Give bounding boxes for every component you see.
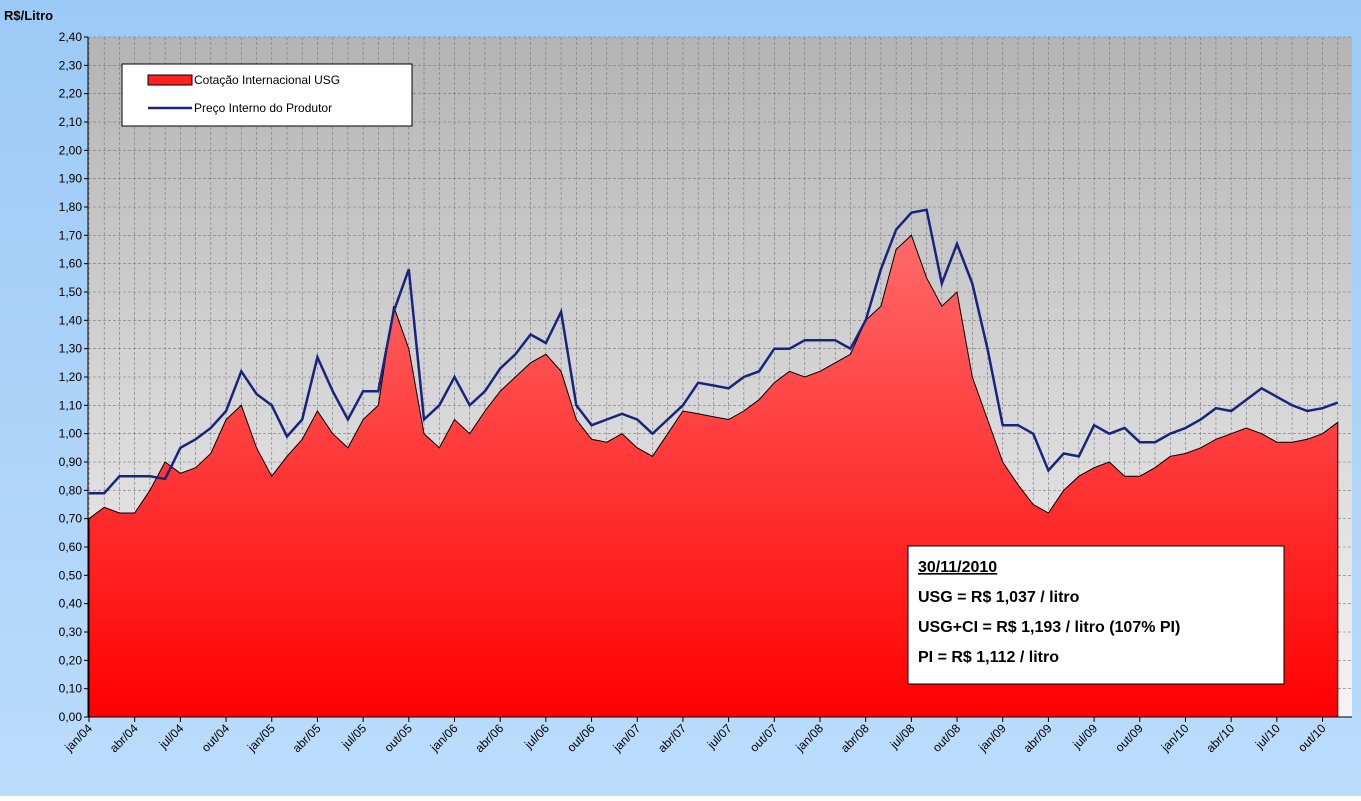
y-tick-label: 1,30 — [59, 342, 83, 356]
y-tick-label: 2,30 — [59, 58, 83, 72]
y-tick-label: 1,40 — [59, 313, 83, 327]
y-tick-label: 2,20 — [59, 87, 83, 101]
y-tick-label: 0,20 — [59, 653, 83, 667]
y-tick-label: 1,60 — [59, 257, 83, 271]
y-tick-label: 1,10 — [59, 398, 83, 412]
legend-box — [121, 63, 413, 127]
y-tick-label: 2,00 — [59, 143, 83, 157]
y-tick-label: 0,50 — [59, 568, 83, 582]
y-tick-label: 2,40 — [59, 30, 83, 44]
y-tick-label: 0,80 — [59, 483, 83, 497]
legend-label: Preço Interno do Produtor — [194, 101, 332, 115]
y-tick-label: 1,50 — [59, 285, 83, 299]
y-tick-label: 0,90 — [59, 455, 83, 469]
y-tick-label: 1,70 — [59, 228, 83, 242]
y-tick-label: 0,10 — [59, 682, 83, 696]
line — [89, 208, 1339, 495]
y-tick-label: 1,80 — [59, 200, 83, 214]
y-tick-label: 2,10 — [59, 115, 83, 129]
annotation-box — [907, 545, 1285, 685]
y-tick-label: 1,90 — [59, 172, 83, 186]
annotation: USG = R$ 1,037 / litro — [918, 589, 1080, 606]
y-tick-label: 1,20 — [59, 370, 83, 384]
annotation: PI = R$ 1,112 / litro — [918, 649, 1059, 666]
annotation: USG+CI = R$ 1,193 / litro (107% PI) — [918, 619, 1180, 636]
y-tick-label: 1,00 — [59, 427, 83, 441]
y-tick-label: 0,00 — [59, 710, 83, 724]
legend-label: Cotação Internacional USG — [194, 73, 340, 87]
annotation: 30/11/2010 — [918, 559, 997, 576]
y-tick-label: 0,70 — [59, 512, 83, 526]
y-axis-label: R$/Litro — [4, 8, 53, 23]
y-tick-label: 0,30 — [59, 625, 83, 639]
legend-swatch — [147, 74, 193, 86]
y-tick-label: 0,40 — [59, 597, 83, 611]
y-tick-label: 0,60 — [59, 540, 83, 554]
